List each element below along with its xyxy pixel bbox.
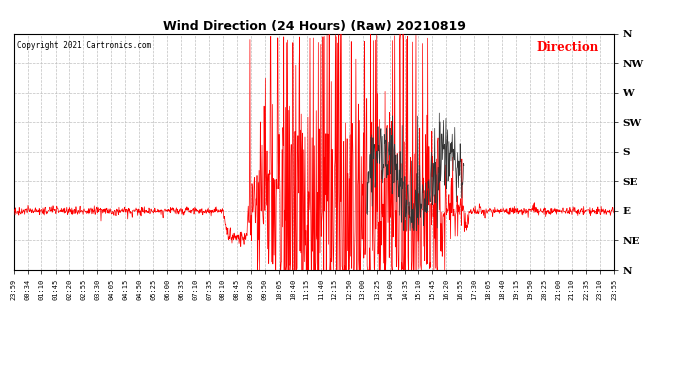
Text: Copyright 2021 Cartronics.com: Copyright 2021 Cartronics.com — [17, 41, 151, 50]
Text: Direction: Direction — [536, 41, 598, 54]
Title: Wind Direction (24 Hours) (Raw) 20210819: Wind Direction (24 Hours) (Raw) 20210819 — [163, 20, 465, 33]
